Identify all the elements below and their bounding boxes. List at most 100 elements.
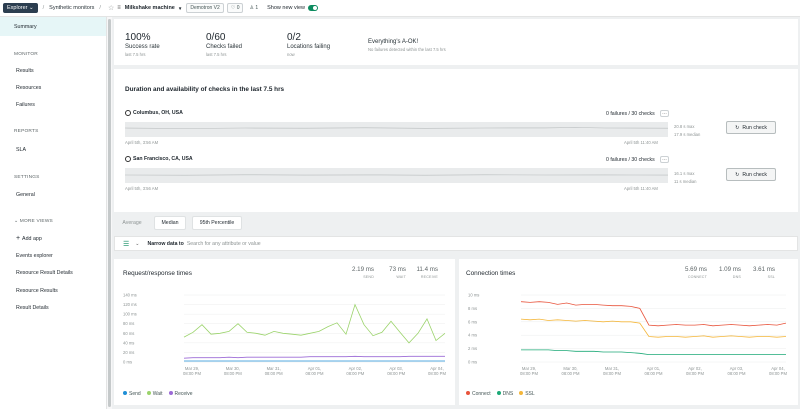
- add-app-label: Add app: [22, 236, 42, 242]
- receive-stat-label: RECEIVE: [420, 275, 438, 279]
- sidebar-item-resource-results[interactable]: Resource Results: [16, 288, 58, 294]
- sidebar-item-resources[interactable]: Resources: [16, 85, 42, 91]
- locations-failing-value: 0/2: [287, 32, 301, 43]
- sidebar-item-results[interactable]: Results: [16, 68, 34, 74]
- tags-pill[interactable]: ♡ 0: [226, 3, 244, 13]
- x-tick-label: 08:00 PM: [265, 371, 283, 376]
- legend-label: SSL: [525, 391, 535, 397]
- kpi-card: 100% Success rate last 7.5 hrs 0/60 Chec…: [114, 19, 798, 65]
- user-icon: ♙: [249, 5, 254, 11]
- sidebar-item-resource-result-details[interactable]: Resource Result Details: [16, 270, 73, 276]
- sidebar-item-general[interactable]: General: [16, 192, 35, 198]
- x-tick-label: 08:00 PM: [603, 371, 621, 376]
- more-options-button[interactable]: …: [660, 156, 669, 163]
- tab-average[interactable]: Average: [122, 220, 142, 226]
- explorer-button[interactable]: Explorer ⌄: [3, 3, 38, 13]
- run-check-label: Run check: [742, 124, 767, 131]
- y-tick-label: 0 ms: [468, 360, 477, 365]
- x-tick-label: 08:00 PM: [346, 371, 364, 376]
- filter-bar[interactable]: ☰ ⌄ Narrow data to Search for any attrib…: [114, 236, 798, 251]
- add-app-button[interactable]: + Add app: [16, 235, 42, 242]
- status-message-sub: No failures detected within the last 7.5…: [368, 47, 446, 52]
- sidebar-item-result-details[interactable]: Result Details: [16, 305, 49, 311]
- y-tick-label: 8 ms: [468, 306, 477, 311]
- availability-strip[interactable]: [124, 122, 669, 137]
- users-pill[interactable]: ♙ 1: [246, 4, 261, 12]
- request-response-chart[interactable]: 140 ms 120 ms 100 ms 80 ms 60 ms 40 ms 20 ms 0 …: [114, 289, 455, 387]
- sidebar-heading-more-views[interactable]: ⌄ MORE VIEWS: [14, 219, 53, 224]
- ssl-stat-value: 3.61 ms: [752, 266, 775, 273]
- send-stat-value: 2.19 ms: [351, 266, 374, 273]
- dns-stat-label: DNS: [732, 275, 741, 279]
- legend-label: Receive: [174, 391, 193, 397]
- breadcrumb-synthetic-monitors[interactable]: Synthetic monitors: [49, 5, 95, 11]
- legend-item-dns[interactable]: DNS: [496, 391, 513, 397]
- chart-title: Request/response times: [123, 270, 192, 277]
- legend-item-ssl[interactable]: SSL: [519, 391, 535, 397]
- chevron-down-icon[interactable]: ⌄: [135, 240, 140, 247]
- breadcrumb-separator: /: [99, 5, 101, 11]
- series-line-dns[interactable]: [521, 349, 786, 355]
- x-tick-label: 08:00 PM: [562, 371, 580, 376]
- account-pill[interactable]: Demotron V2: [186, 3, 224, 13]
- main-content: 100% Success rate last 7.5 hrs 0/60 Chec…: [112, 17, 800, 409]
- clock-icon: [125, 156, 131, 162]
- sidebar: Summary MONITOR Results Resources Failur…: [0, 17, 106, 409]
- series-line-ssl[interactable]: [520, 318, 787, 338]
- checks-failed-label: Checks failed: [206, 44, 243, 50]
- y-tick-label: 4 ms: [468, 333, 477, 338]
- y-tick-label: 100 ms: [123, 312, 137, 317]
- x-tick-label: 08:00 PM: [428, 371, 446, 376]
- series-line-wait[interactable]: [183, 303, 446, 344]
- entity-name[interactable]: Milkshake machine: [124, 5, 175, 11]
- show-new-view-toggle[interactable]: [308, 5, 319, 11]
- legend-dot: [496, 391, 501, 395]
- run-check-label: Run check: [742, 171, 767, 178]
- clock-icon: [125, 110, 131, 116]
- legend-item-wait[interactable]: Wait: [146, 391, 163, 397]
- sidebar-item-failures[interactable]: Failures: [16, 102, 35, 108]
- sidebar-item-sla[interactable]: SLA: [16, 147, 27, 153]
- filter-icon[interactable]: ☰: [123, 240, 130, 248]
- wait-stat-label: WAIT: [396, 275, 406, 279]
- x-tick-label: 08:00 PM: [769, 371, 787, 376]
- x-tick-label: 08:00 PM: [728, 371, 746, 376]
- series-line-receive[interactable]: [183, 355, 445, 359]
- x-tick-label: 08:00 PM: [686, 371, 704, 376]
- sidebar-scrollbar[interactable]: [106, 17, 112, 409]
- run-check-button[interactable]: ↻ Run check: [726, 121, 776, 134]
- tab-95th-percentile[interactable]: 95th Percentile: [192, 216, 242, 230]
- legend-label: Wait: [152, 391, 163, 397]
- series-line-connect[interactable]: [520, 301, 787, 327]
- legend-item-receive[interactable]: Receive: [168, 391, 193, 397]
- run-check-button[interactable]: ↻ Run check: [726, 168, 776, 181]
- favorite-star-icon[interactable]: ☆: [107, 5, 115, 12]
- chevron-down-icon[interactable]: ▼: [177, 5, 183, 11]
- tab-median[interactable]: Median: [154, 216, 186, 230]
- sidebar-heading-monitor: MONITOR: [14, 52, 38, 57]
- location-san-francisco: San Francisco, CA, USA: [125, 156, 193, 162]
- scroll-thumb[interactable]: [108, 19, 111, 407]
- x-tick-label: 08:00 PM: [224, 371, 242, 376]
- x-tick-label: 08:00 PM: [183, 371, 201, 376]
- chart-legend: Connect DNS SSL: [466, 391, 535, 397]
- refresh-icon: ↻: [735, 171, 740, 178]
- y-tick-label: 60 ms: [123, 331, 134, 336]
- y-tick-label: 80 ms: [123, 321, 134, 326]
- filter-search-input[interactable]: Search for any attribute or value: [186, 240, 261, 247]
- y-tick-label: 120 ms: [123, 302, 137, 307]
- x-tick-label: 08:00 PM: [306, 371, 324, 376]
- availability-strip[interactable]: [124, 168, 669, 183]
- more-options-button[interactable]: …: [660, 110, 669, 117]
- legend-item-connect[interactable]: Connect: [466, 391, 491, 397]
- x-tick-label: Apr 03,: [389, 366, 403, 371]
- chevron-down-icon: ⌄: [14, 219, 20, 224]
- wait-stat-value: 73 ms: [389, 266, 406, 273]
- x-tick-label: Apr 04,: [771, 366, 785, 371]
- show-new-view-label: Show new view: [267, 5, 306, 11]
- legend-item-send[interactable]: Send: [123, 391, 141, 397]
- sidebar-item-events-explorer[interactable]: Events explorer: [16, 253, 53, 259]
- sidebar-item-summary[interactable]: Summary: [0, 17, 106, 36]
- success-rate-sub: last 7.5 hrs: [125, 52, 146, 57]
